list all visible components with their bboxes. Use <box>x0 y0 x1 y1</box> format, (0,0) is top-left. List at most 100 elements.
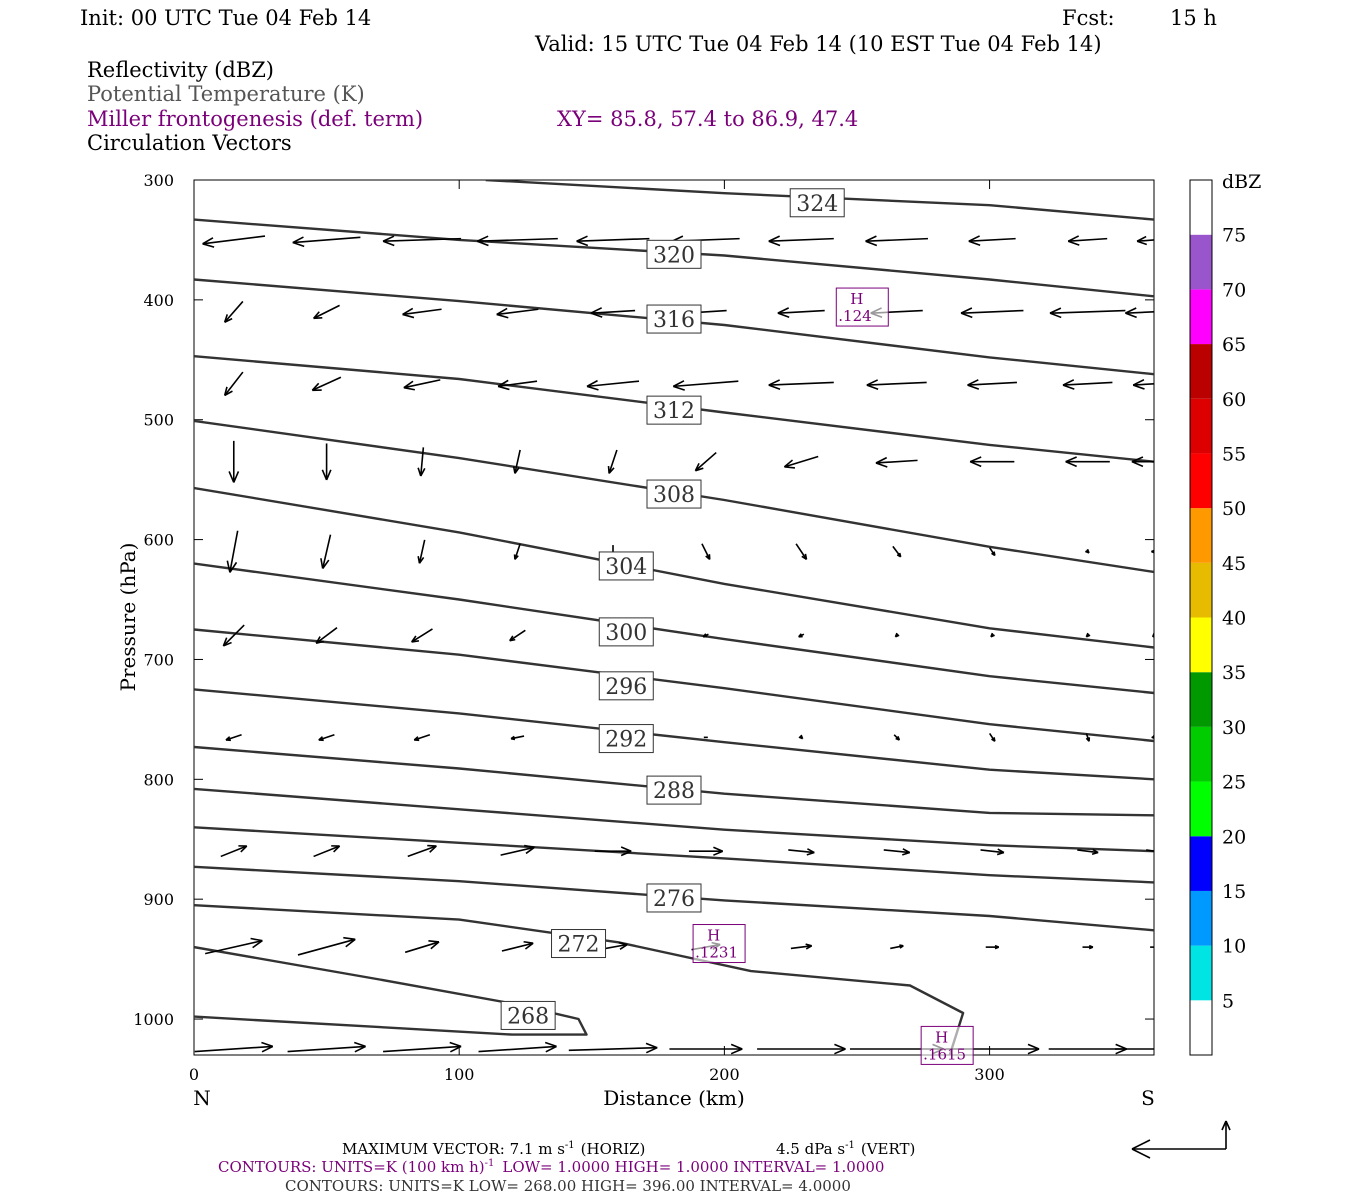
reference-vector-icon <box>1131 1120 1231 1159</box>
y-tick-label: 500 <box>143 411 174 430</box>
circulation-vector <box>980 848 1005 856</box>
theta-contour-line <box>194 826 1154 884</box>
circulation-vector <box>320 534 332 569</box>
colorbar-level-label: 50 <box>1222 498 1246 520</box>
circulation-vector <box>1151 734 1154 739</box>
theta-contour-label: 324 <box>796 192 838 217</box>
colorbar-segment <box>1190 180 1212 235</box>
reflectivity-colorbar: 5 10 15 20 25 30 35 40 45 50 55 60 65 70 75 <box>1189 179 1246 1056</box>
colorbar-level-label: 35 <box>1222 662 1246 684</box>
circulation-vector <box>287 1041 366 1053</box>
circulation-vector <box>795 543 808 561</box>
maximum-label: H <box>707 927 720 945</box>
theta-contour-line <box>194 787 1154 853</box>
theta-label-box <box>500 1000 556 1030</box>
circulation-vector <box>890 944 904 950</box>
maximum-value: .1231 <box>695 944 738 962</box>
circulation-vector <box>476 235 558 247</box>
circulation-vector <box>225 734 242 742</box>
theta-contour-label: 316 <box>653 308 695 333</box>
circulation-vector <box>226 530 239 573</box>
theta-contour-label: 300 <box>605 621 647 646</box>
circulation-vector <box>960 307 1024 319</box>
circulation-vector <box>757 1043 846 1055</box>
forecast-hour: 15 h <box>1170 6 1217 30</box>
circulation-vector <box>407 844 437 858</box>
valid-time: Valid: 15 UTC Tue 04 Feb 14 (10 EST Tue … <box>534 32 1102 56</box>
theta-label-box <box>598 671 654 701</box>
circulation-vector <box>297 936 356 956</box>
colorbar-level-label: 10 <box>1222 936 1246 958</box>
maximum-label: H <box>935 1028 948 1046</box>
circulation-vector <box>1085 733 1091 742</box>
circulation-vector <box>411 628 433 643</box>
theta-contour-label: 312 <box>653 399 695 424</box>
max-vector-vertical: 4.5 dPa s-1 (VERT) <box>776 1140 915 1158</box>
y-tick-label: 600 <box>143 531 174 550</box>
contours-theta-info: CONTOURS: UNITS=K LOW= 268.00 HIGH= 396.… <box>285 1177 851 1195</box>
circulation-vector <box>701 543 711 560</box>
circulation-vector <box>194 1041 274 1053</box>
circulation-vector <box>318 734 335 742</box>
circulation-vector <box>568 1042 658 1054</box>
circulation-vector <box>1115 1048 1154 1050</box>
circulation-vector <box>1150 946 1154 949</box>
theta-contour-line <box>194 688 1154 781</box>
circulation-vector <box>586 379 640 391</box>
field-potential-temperature: Potential Temperature (K) <box>87 82 365 106</box>
circulation-vector <box>688 846 724 856</box>
x-axis-title: Distance (km) <box>603 1086 745 1110</box>
circulation-vector <box>798 633 805 638</box>
colorbar-segment <box>1190 562 1212 618</box>
circulation-vector <box>875 456 918 468</box>
circulation-vector <box>798 734 804 740</box>
theta-label-box <box>598 551 654 581</box>
maximum-value: .124 <box>838 307 871 325</box>
circulation-vector <box>1082 944 1094 950</box>
forecast-label: Fcst: <box>1062 6 1115 30</box>
circulation-vector <box>968 235 1016 247</box>
y-tick-label: 300 <box>143 171 174 190</box>
theta-contour-line <box>194 419 1154 574</box>
colorbar-segment <box>1190 344 1212 399</box>
circulation-vector <box>383 1041 462 1053</box>
circulation-vector <box>501 940 534 952</box>
circulation-vector <box>1131 456 1154 468</box>
theta-contour-label: 288 <box>653 779 695 804</box>
circulation-vector <box>866 379 927 391</box>
x-tick-label: 0 <box>189 1065 199 1084</box>
axis-ticks: 0 100 200 300 300 400 500 600 700 800 900 1000 <box>133 171 1154 1084</box>
theta-contour-line <box>194 355 1154 463</box>
y-tick-label: 900 <box>143 890 174 909</box>
circulation-vector <box>777 307 825 318</box>
circulation-vector <box>1049 307 1126 319</box>
colorbar-segment <box>1190 234 1212 290</box>
colorbar-level-label: 55 <box>1222 443 1246 465</box>
maximum-value: .1615 <box>923 1045 966 1063</box>
maximum-box <box>692 924 746 964</box>
circulation-vector <box>768 235 834 247</box>
circulation-vectors <box>194 235 1154 1055</box>
y-tick-label: 800 <box>143 770 174 789</box>
circulation-vector <box>990 632 995 638</box>
theta-contour-line <box>194 486 1154 649</box>
north-end-label: N <box>193 1086 211 1110</box>
colorbar-level-label: 45 <box>1222 553 1246 575</box>
circulation-vector <box>1077 848 1099 856</box>
colorbar-segment <box>1190 617 1212 673</box>
circulation-vector <box>969 456 1015 468</box>
max-vector-horizontal: MAXIMUM VECTOR: 7.1 m s-1 (HORIZ) <box>342 1140 645 1158</box>
field-frontogenesis: Miller frontogenesis (def. term) <box>87 107 423 131</box>
circulation-vector <box>313 845 341 858</box>
circulation-vector <box>220 845 248 858</box>
circulation-vector <box>865 235 928 247</box>
circulation-vector <box>783 455 819 469</box>
theta-label-box <box>646 239 702 269</box>
colorbar-level-label: 70 <box>1222 279 1246 301</box>
circulation-vector <box>404 940 440 954</box>
maximum-box <box>835 287 889 327</box>
circulation-vector <box>1132 378 1154 390</box>
circulation-vector <box>1065 456 1110 468</box>
colorbar-frame <box>1189 179 1213 1056</box>
colorbar-segment <box>1190 890 1212 946</box>
